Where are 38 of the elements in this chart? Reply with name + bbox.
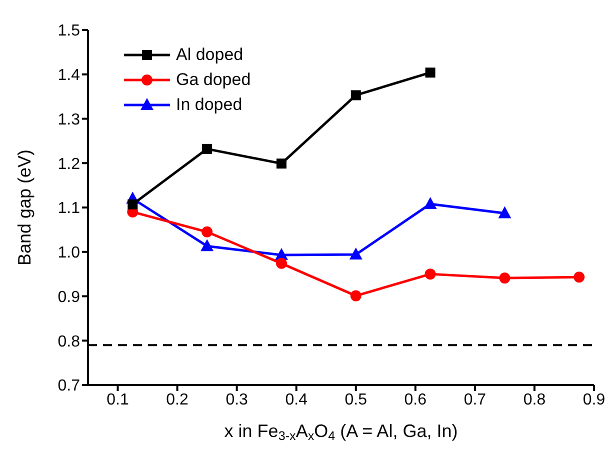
point [276, 258, 287, 269]
point [349, 248, 362, 260]
legend-label: Ga doped [176, 70, 251, 90]
y-tick-label: 0.7 [58, 378, 80, 395]
x-tick-label: 0.2 [166, 391, 189, 408]
point [202, 226, 213, 238]
x-tick-label: 0.7 [464, 391, 486, 408]
point [498, 206, 512, 218]
point [200, 239, 214, 252]
point [424, 268, 436, 280]
point [574, 272, 585, 283]
point [276, 158, 286, 169]
y-tick-label: 0.8 [58, 333, 80, 350]
point [202, 144, 212, 154]
point [350, 290, 362, 302]
x-tick-label: 0.3 [226, 391, 248, 408]
x-tick-label: 0.1 [106, 391, 129, 408]
point [499, 272, 510, 284]
point [424, 196, 437, 209]
y-tick-label: 1.3 [58, 111, 80, 128]
y-tick-label: 0.9 [58, 288, 80, 306]
x-axis-title: x in Fe$_{3-x}$A$_{x}$O$_{4}$ (A = Al, Ga, In) [224, 421, 458, 444]
point [128, 199, 138, 210]
legend-label: Al doped [176, 44, 244, 64]
x-tick-label: 0.6 [404, 391, 427, 408]
x-tick-label: 0.8 [523, 391, 546, 408]
x-tick-label: 0.5 [344, 391, 368, 408]
y-tick-label: 1.1 [58, 200, 80, 218]
x-tick-label: 0.4 [285, 391, 308, 408]
y-tick-label: 1.4 [58, 67, 80, 84]
y-tick-label: 1.5 [58, 22, 80, 40]
legend-label: In doped [176, 94, 242, 114]
x-tick-label: 0.9 [582, 391, 606, 408]
point [350, 90, 361, 100]
y-tick-label: 1.0 [58, 244, 80, 262]
y-axis-title: Band gap (eV) [14, 149, 34, 266]
y-tick-label: 1.2 [58, 156, 80, 173]
point [425, 68, 436, 78]
